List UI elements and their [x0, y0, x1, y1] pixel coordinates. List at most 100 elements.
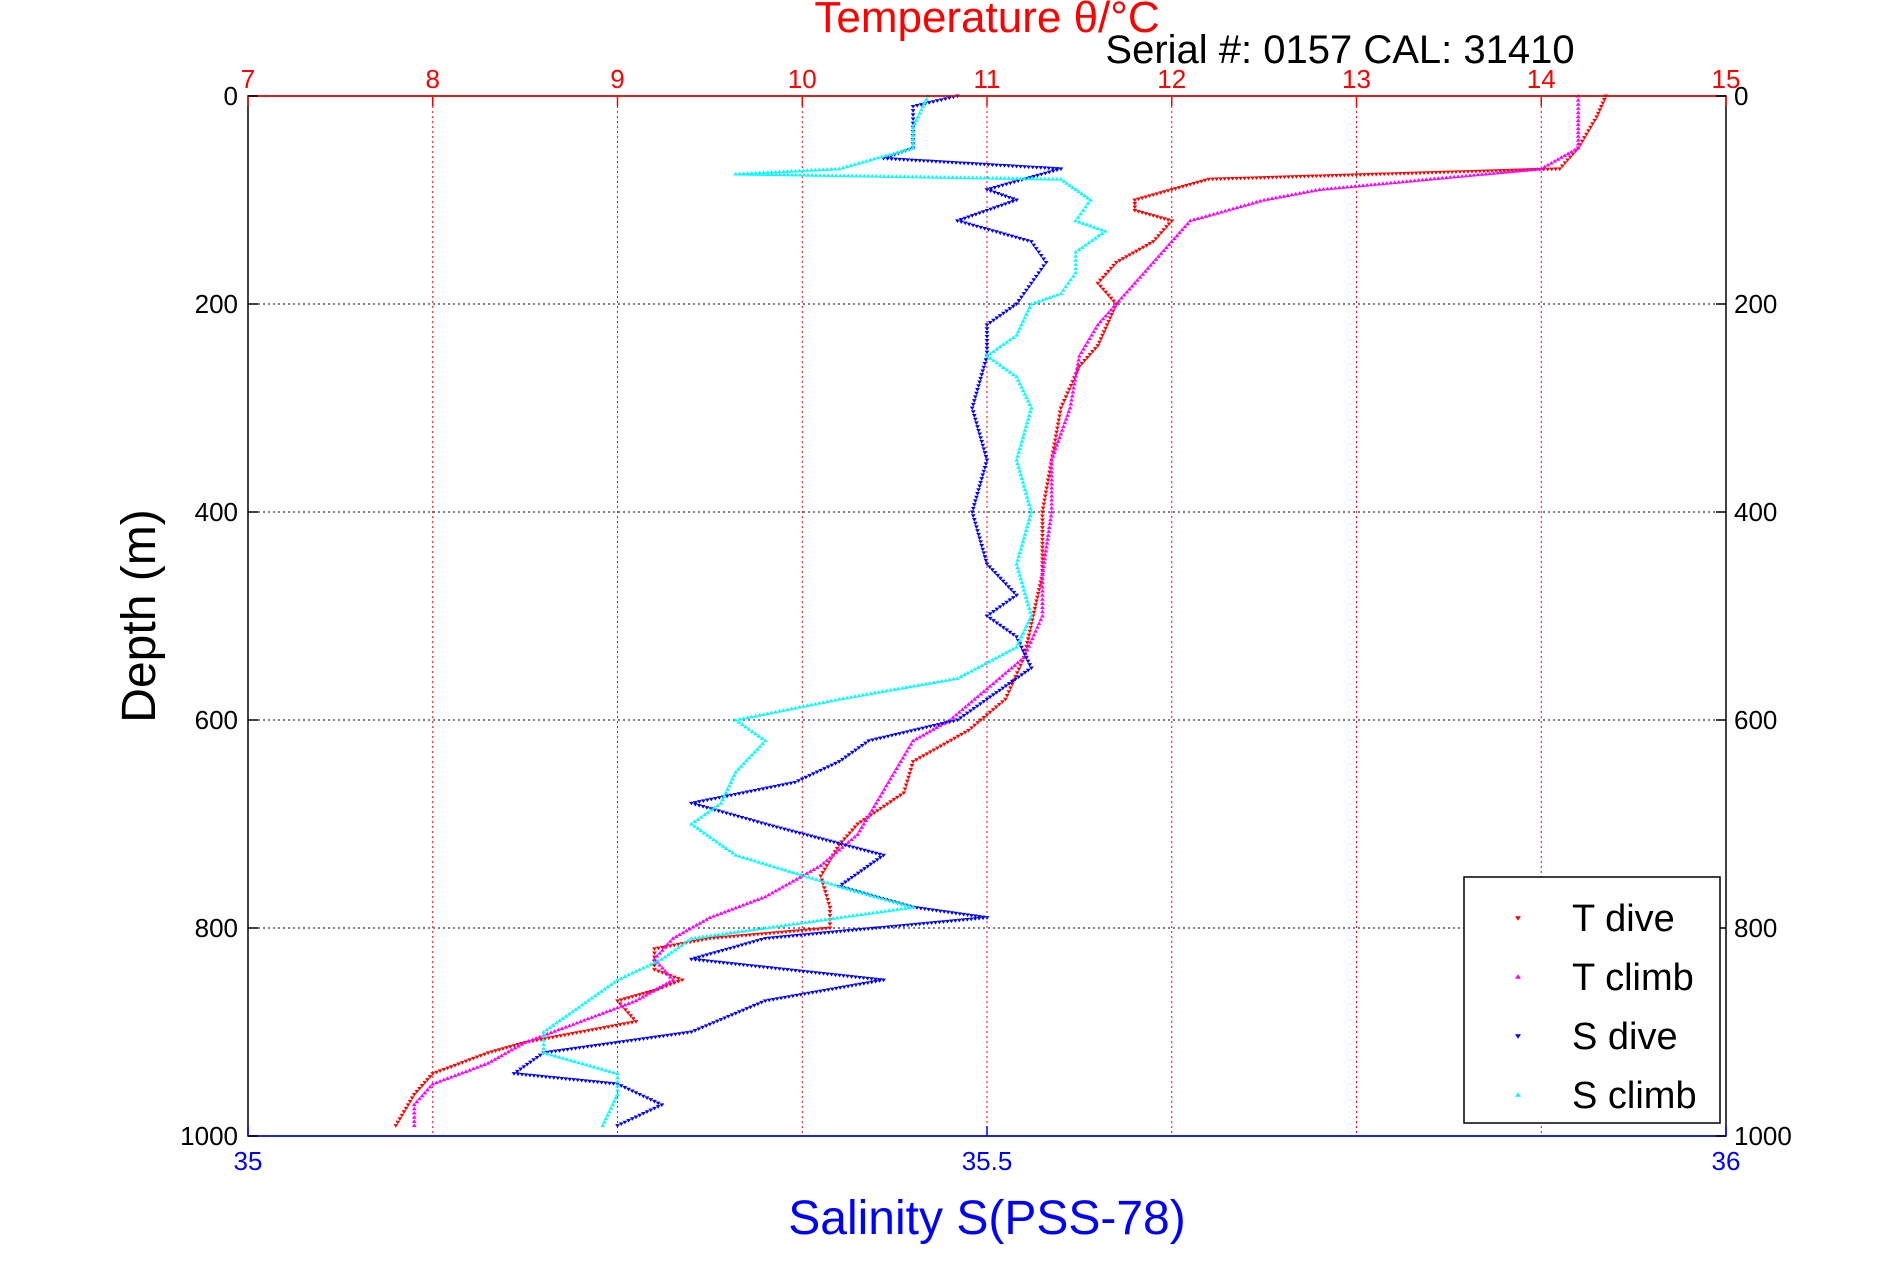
data-point: [1020, 631, 1026, 635]
data-point: [1018, 663, 1023, 668]
data-point: [1027, 617, 1033, 621]
data-point: [930, 908, 935, 913]
data-point: [982, 465, 988, 470]
data-point: [1027, 610, 1033, 614]
data-point: [807, 928, 813, 932]
data-point: [843, 880, 848, 885]
data-point: [983, 454, 989, 459]
data-point: [1067, 183, 1073, 187]
data-point: [1073, 373, 1079, 378]
data-point: [922, 907, 928, 912]
data-point: [1027, 305, 1033, 309]
data-point: [972, 417, 978, 422]
data-point: [870, 738, 876, 743]
data-point: [570, 1032, 576, 1036]
data-point: [874, 858, 880, 862]
data-point: [1433, 171, 1439, 175]
data-point: [719, 935, 725, 940]
data-point: [1022, 391, 1028, 396]
data-point: [1182, 224, 1188, 229]
data-point: [1001, 342, 1006, 346]
data-point: [1372, 182, 1378, 186]
data-point: [1017, 236, 1023, 241]
data-point: [568, 1058, 574, 1062]
data-point: [827, 839, 833, 844]
data-point: [1054, 430, 1060, 435]
data-point: [1070, 185, 1076, 189]
data-point: [975, 529, 980, 533]
data-point: [720, 810, 725, 815]
data-point: [1562, 161, 1568, 166]
data-point: [671, 981, 677, 986]
data-point: [980, 473, 986, 478]
data-point: [1049, 477, 1055, 482]
data-point: [610, 1102, 615, 1107]
data-point: [877, 979, 882, 983]
data-point: [975, 425, 980, 429]
data-point: [1154, 215, 1160, 219]
data-point: [411, 1123, 417, 1128]
data-point: [704, 917, 709, 921]
data-point: [1040, 613, 1045, 618]
data-point: [1477, 169, 1483, 174]
data-point: [1075, 368, 1081, 373]
data-point: [910, 117, 916, 122]
data-point: [1198, 179, 1204, 184]
data-point: [1365, 173, 1371, 177]
data-point: [1455, 174, 1461, 179]
data-point: [828, 698, 834, 703]
data-point: [972, 723, 978, 728]
data-point: [1015, 179, 1021, 184]
data-point: [1038, 617, 1044, 622]
data-point: [941, 920, 946, 924]
data-point: [1017, 468, 1023, 473]
data-point: [597, 1043, 602, 1048]
data-point: [855, 832, 861, 836]
data-point: [773, 169, 778, 174]
data-point: [762, 738, 768, 743]
data-point: [761, 712, 766, 716]
data-point: [615, 977, 620, 982]
data-point: [829, 763, 835, 768]
data-point: [1100, 333, 1105, 338]
data-point: [1017, 550, 1023, 555]
data-point: [1041, 560, 1047, 565]
data-point: [1076, 364, 1082, 369]
data-point: [1361, 173, 1367, 177]
data-point: [976, 428, 981, 433]
data-point: [809, 173, 815, 177]
data-point: [1501, 169, 1507, 173]
data-point: [1017, 381, 1023, 386]
data-point: [878, 909, 884, 914]
data-point: [578, 1030, 583, 1035]
data-point: [1084, 356, 1090, 360]
data-point: [1136, 197, 1141, 202]
data-point: [1598, 104, 1604, 109]
data-point: [836, 166, 842, 171]
data-point: [836, 760, 842, 764]
data-point: [437, 1069, 443, 1073]
data-point: [419, 1084, 425, 1088]
temperature-tick-label: 13: [1342, 64, 1371, 94]
data-point: [724, 947, 729, 952]
data-point: [590, 1028, 595, 1032]
data-point: [1210, 177, 1216, 182]
data-point: [1007, 630, 1013, 635]
data-point: [895, 150, 900, 154]
data-point: [980, 210, 986, 214]
data-point: [1459, 174, 1465, 178]
data-point: [731, 773, 737, 777]
data-point: [1040, 584, 1045, 589]
data-point: [865, 849, 871, 854]
data-point: [700, 934, 706, 939]
data-point: [987, 321, 993, 325]
data-point: [467, 1058, 473, 1062]
data-point: [889, 733, 895, 738]
data-point: [1108, 266, 1114, 271]
data-point: [607, 1069, 613, 1073]
data-point: [943, 678, 949, 682]
data-point: [867, 892, 873, 897]
data-point: [1031, 243, 1037, 248]
data-point: [949, 911, 955, 915]
data-point: [629, 1038, 634, 1043]
